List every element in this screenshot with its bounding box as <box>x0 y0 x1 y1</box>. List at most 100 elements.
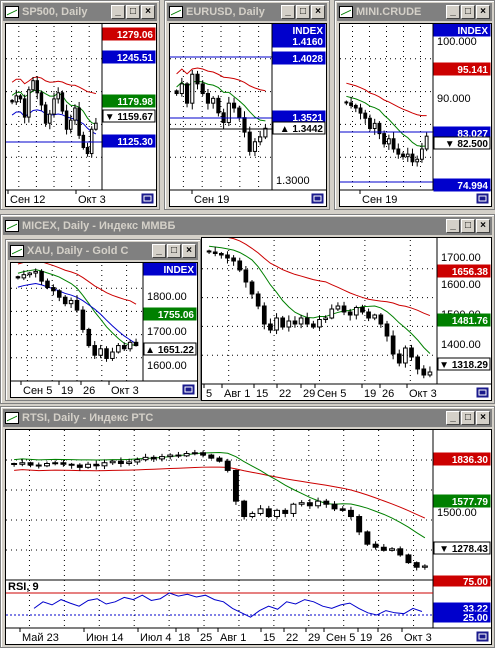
price-label-box <box>433 575 491 587</box>
price-label: ▲ 1.3442 <box>280 124 324 135</box>
maximize-button[interactable]: □ <box>167 244 181 258</box>
candle-down <box>268 323 273 331</box>
candle-down <box>60 92 65 112</box>
sp500-plot[interactable]: 1279.06 1245.51 1179.98 ▼ 1159.67 1125.30 Сен… <box>5 23 157 207</box>
price-label: 1.4028 <box>292 54 323 65</box>
price-label-box <box>433 24 491 37</box>
minimize-button[interactable]: _ <box>111 5 125 19</box>
candle-down <box>261 305 267 325</box>
rtsi-plot[interactable]: 1500.00 1836.30 1577.79 ▼ 1278.43 RSI, 9 75.0… <box>5 429 492 645</box>
candle-down <box>104 348 109 359</box>
candle-down <box>265 508 272 518</box>
corner-settings-icon <box>475 386 490 399</box>
close-button[interactable]: × <box>476 5 490 19</box>
candle-down <box>216 97 221 114</box>
rtsi-titlebar[interactable]: RTSI, Daily - Индекс РТС _ □ × <box>3 409 492 427</box>
eurusd-titlebar[interactable]: EURUSD, Daily _ □ × <box>167 3 327 21</box>
maximize-button[interactable]: □ <box>461 219 475 233</box>
candle-down <box>195 73 200 85</box>
price-label: ▲ 1651.22 <box>145 345 194 356</box>
minicrude-window[interactable]: MINI.CRUDE _ □ × 100.000 90.000 INDEX 95.141 8… <box>334 0 495 210</box>
price-label-box <box>433 541 491 555</box>
y-tick-label: 1600.00 <box>147 360 187 372</box>
candle-down <box>249 281 255 295</box>
maximize-button[interactable]: □ <box>461 411 475 425</box>
candle-down <box>57 290 62 298</box>
candle-up <box>52 98 56 115</box>
x-tick-label: 26 <box>83 385 95 397</box>
minicrude-plot[interactable]: 100.000 90.000 INDEX 95.141 83.027 ▼ 82.500 74… <box>339 23 492 207</box>
micex-window[interactable]: MICEX, Daily - Индекс ММВБ _ □ × 1700.00 16… <box>0 214 495 404</box>
y-tick-label: 1400.00 <box>441 339 481 351</box>
micex-titlebar[interactable]: MICEX, Daily - Индекс ММВБ _ □ × <box>3 217 492 235</box>
candle-down <box>231 102 237 109</box>
maximize-button[interactable]: □ <box>461 5 475 19</box>
corner-settings-icon <box>181 383 196 396</box>
xau-chart[interactable]: 1800.00 1700.00 1600.00 INDEX 1755.06 ▲ 1651.… <box>11 263 197 397</box>
candle-down <box>39 270 44 282</box>
xau-window[interactable]: XAU, Daily - Gold C _ □ × 1800.00 1700.00 16… <box>5 239 201 401</box>
micex-plot[interactable]: 1700.001600.001500.001400.001656.381481.… <box>201 237 492 401</box>
minicrude-titlebar[interactable]: MINI.CRUDE _ □ × <box>337 3 492 21</box>
candle-down <box>413 562 420 568</box>
corner-settings-icon <box>310 192 325 205</box>
candle-down <box>415 356 421 370</box>
minimize-button[interactable]: _ <box>446 219 460 233</box>
minimize-button[interactable]: _ <box>281 5 295 19</box>
xau-titlebar[interactable]: XAU, Daily - Gold C _ □ × <box>8 242 198 260</box>
candle-down <box>68 463 75 466</box>
rtsi-chart[interactable]: 1500.00 1836.30 1577.79 ▼ 1278.43 RSI, 9 75.0… <box>6 430 491 644</box>
sp500-titlebar[interactable]: SP500, Daily _ □ × <box>3 3 157 21</box>
close-button[interactable]: × <box>476 411 490 425</box>
rtsi-window[interactable]: RTSI, Daily - Индекс РТС _ □ × 1500.00 1836… <box>0 406 495 648</box>
candle-down <box>15 276 21 279</box>
chart-icon <box>5 412 19 424</box>
sp500-window[interactable]: SP500, Daily _ □ × 1279.06 1245.51 1179.98 ▼ … <box>0 0 160 210</box>
candle-up <box>420 148 424 160</box>
candle-down <box>280 317 286 328</box>
candle-up <box>386 138 391 145</box>
x-tick-label: Окт 3 <box>409 388 437 400</box>
price-label-box <box>433 178 491 192</box>
price-label-box <box>272 51 326 65</box>
minimize-button[interactable]: _ <box>446 411 460 425</box>
candle-up <box>183 453 190 457</box>
close-button[interactable]: × <box>182 244 196 258</box>
candle-down <box>421 368 427 376</box>
close-button[interactable]: × <box>476 219 490 233</box>
minimize-button[interactable]: _ <box>152 244 166 258</box>
eurusd-window[interactable]: EURUSD, Daily _ □ × 1.3000 INDEX 1.4160 1.402… <box>164 0 330 210</box>
sp500-chart[interactable]: 1279.06 1245.51 1179.98 ▼ 1159.67 1125.30 Сен… <box>6 24 156 206</box>
candle-up <box>226 102 231 123</box>
chart-icon <box>10 245 24 257</box>
price-label-box <box>437 357 491 371</box>
xau-plot[interactable]: 1800.00 1700.00 1600.00 INDEX 1755.06 ▲ 1651.… <box>10 262 198 398</box>
x-tick-label: 22 <box>279 388 291 400</box>
candle-down <box>377 122 382 135</box>
eurusd-plot[interactable]: 1.3000 INDEX 1.4160 1.4028 1.3521 ▲ 1.3442 Сен… <box>169 23 327 207</box>
price-label-box <box>437 313 491 327</box>
candle-up <box>109 460 116 464</box>
minimize-button[interactable]: _ <box>446 5 460 19</box>
candle-down <box>74 299 80 311</box>
candle-down <box>39 92 44 106</box>
ma-red-line <box>11 76 97 95</box>
ma-red-line <box>228 238 431 317</box>
price-label-box <box>102 94 156 108</box>
close-button[interactable]: × <box>311 5 325 19</box>
candle-up <box>126 461 133 465</box>
maximize-button[interactable]: □ <box>126 5 140 19</box>
close-button[interactable]: × <box>141 5 155 19</box>
maximize-button[interactable]: □ <box>296 5 310 19</box>
corner-settings-icon-inner <box>184 386 193 393</box>
price-label-box <box>433 452 491 466</box>
candle-up <box>372 122 377 129</box>
micex-chart[interactable]: 1700.001600.001500.001400.001656.381481.… <box>202 238 491 400</box>
x-tick-label: Июн 14 <box>86 632 124 644</box>
x-tick-label: 19 <box>360 632 372 644</box>
price-label: 95.141 <box>457 65 488 76</box>
minicrude-chart[interactable]: 100.000 90.000 INDEX 95.141 83.027▼ 82.500 74… <box>340 24 491 206</box>
candle-down <box>81 134 86 148</box>
micex-title: MICEX, Daily - Индекс ММВБ <box>22 220 176 232</box>
